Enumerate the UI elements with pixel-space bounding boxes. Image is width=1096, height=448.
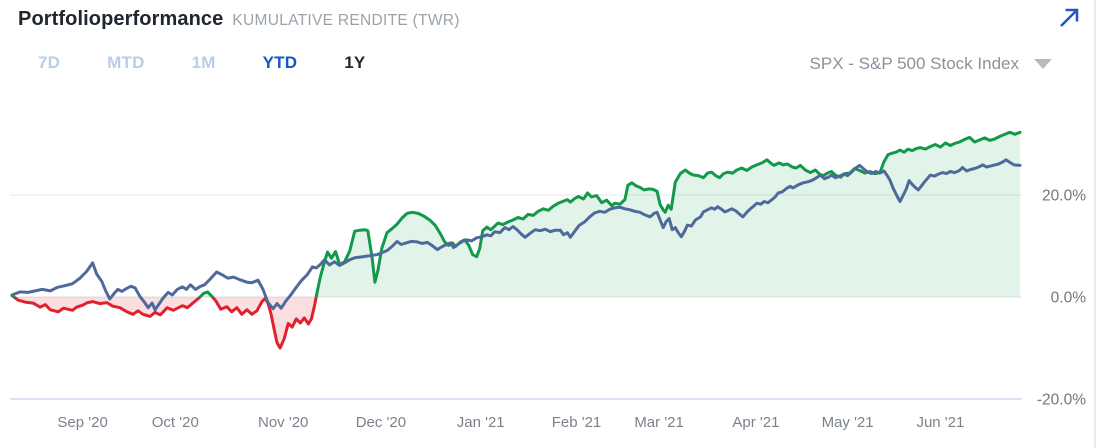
x-axis-label: Oct '20	[152, 414, 199, 431]
range-tab-mtd[interactable]: MTD	[107, 53, 145, 72]
range-tab-1m[interactable]: 1M	[191, 53, 216, 72]
y-axis-label: -20.0%	[1037, 392, 1086, 409]
portfolio-series-line-negative	[11, 297, 318, 350]
chevron-down-icon	[1034, 59, 1052, 69]
portfolio-area-positive	[12, 132, 1020, 297]
x-axis-label: Mar '21	[634, 414, 684, 431]
range-tab-7d[interactable]: 7D	[38, 53, 61, 72]
range-tab-ytd[interactable]: YTD	[262, 53, 298, 72]
benchmark-selector[interactable]: SPX - S&P 500 Stock Index	[810, 54, 1052, 74]
x-axis-label: Jun '21	[916, 414, 964, 431]
range-tab-1y[interactable]: 1Y	[344, 53, 366, 72]
x-axis-label: May '21	[822, 414, 874, 431]
page-title: Portfolioperformance	[18, 8, 224, 30]
portfolio-area-negative	[12, 297, 1020, 348]
x-axis-label: Apr '21	[732, 414, 779, 431]
page-subtitle: KUMULATIVE RENDITE (TWR)	[232, 12, 460, 29]
range-tabs: 7D MTD 1M YTD 1Y	[38, 53, 365, 73]
arrow-up-right-icon	[1060, 8, 1079, 27]
x-axis-label: Feb '21	[552, 414, 602, 431]
y-axis-label: 20.0%	[1042, 188, 1086, 205]
x-axis-label: Sep '20	[57, 414, 107, 431]
x-axis-label: Jan '21	[457, 414, 505, 431]
card-header: Portfolioperformance KUMULATIVE RENDITE …	[18, 8, 460, 31]
x-axis-label: Nov '20	[258, 414, 308, 431]
benchmark-label: SPX - S&P 500 Stock Index	[809, 54, 1019, 73]
y-axis-label: 0.0%	[1051, 290, 1087, 307]
expand-button[interactable]	[1054, 4, 1084, 34]
benchmark-series-line	[10, 158, 1022, 312]
x-axis-label: Dec '20	[356, 414, 406, 431]
